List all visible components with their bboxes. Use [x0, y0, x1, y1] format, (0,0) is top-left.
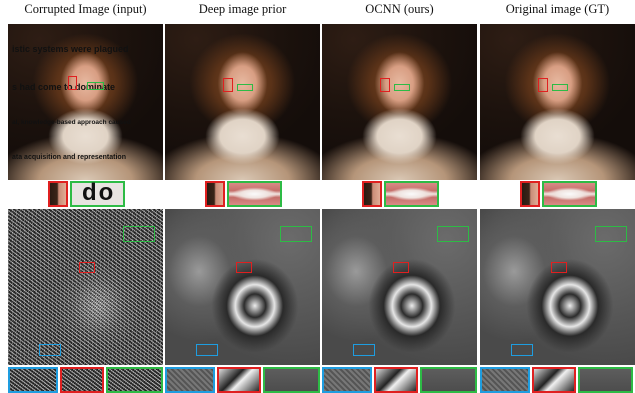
- zoom-box-red: [68, 76, 77, 90]
- crop-green-ocnn: [384, 181, 439, 207]
- butterfly-ocnn: [322, 209, 477, 365]
- crop-red-dip: [205, 181, 225, 207]
- zoom-box-blue: [511, 344, 533, 356]
- zoom-box-red: [236, 262, 252, 273]
- zoom-box-green: [552, 84, 568, 91]
- column-title-input: Corrupted Image (input): [24, 2, 147, 16]
- portrait-ocnn: [322, 24, 477, 180]
- zoom-box-green: [280, 226, 312, 242]
- crop-overlay-text: do: [82, 179, 116, 206]
- zoom-box-red: [393, 262, 409, 273]
- zoom-box-red: [223, 78, 233, 92]
- butterfly-dip: [165, 209, 320, 365]
- zoom-box-green: [123, 226, 155, 242]
- portrait-corrupted: istic systems were plagued s had come to…: [8, 24, 163, 180]
- zoom-box-green: [394, 84, 410, 91]
- portrait-dip: [165, 24, 320, 180]
- bcrop-red-ocnn: [374, 367, 418, 393]
- zoom-box-red: [380, 78, 390, 92]
- bcrop-green-corrupted: [106, 367, 163, 393]
- crop-red-ocnn: [362, 181, 382, 207]
- crop-green-corrupted: do: [70, 179, 125, 207]
- bcrop-green-gt: [578, 367, 633, 393]
- bcrop-blue-corrupted: [8, 367, 58, 393]
- overlay-text-line: istic systems were plagued: [12, 44, 129, 54]
- bcrop-red-gt: [532, 367, 576, 393]
- zoom-box-red: [551, 262, 567, 273]
- crop-green-gt: [542, 181, 597, 207]
- crop-red-gt: [520, 181, 540, 207]
- column-title-dip: Deep image prior: [198, 2, 287, 16]
- zoom-box-red: [538, 78, 548, 92]
- portrait-gt: [480, 24, 635, 180]
- zoom-box-green: [437, 226, 469, 242]
- crop-green-dip: [227, 181, 282, 207]
- crop-red-corrupted: [48, 181, 68, 207]
- bcrop-red-corrupted: [60, 367, 104, 393]
- zoom-box-blue: [353, 344, 375, 356]
- zoom-box-green: [237, 84, 253, 91]
- bcrop-blue-gt: [480, 367, 530, 393]
- butterfly-corrupted: [8, 209, 163, 365]
- zoom-box-green: [87, 82, 104, 90]
- butterfly-gt: [480, 209, 635, 365]
- zoom-box-green: [595, 226, 627, 242]
- bcrop-green-ocnn: [420, 367, 477, 393]
- overlay-text-line: ata acquisition and representation: [12, 154, 126, 161]
- column-title-ocnn: OCNN (ours): [365, 2, 434, 16]
- zoom-box-blue: [196, 344, 218, 356]
- bcrop-blue-ocnn: [322, 367, 372, 393]
- overlay-text-line: s had come to dominate: [12, 82, 116, 92]
- bcrop-red-dip: [217, 367, 261, 393]
- zoom-box-red: [79, 262, 95, 273]
- column-title-gt: Original image (GT): [505, 2, 610, 16]
- zoom-box-blue: [39, 344, 61, 356]
- bcrop-blue-dip: [165, 367, 215, 393]
- bcrop-green-dip: [263, 367, 320, 393]
- overlay-text-line: al, knowledge-based approach caused: [12, 119, 131, 126]
